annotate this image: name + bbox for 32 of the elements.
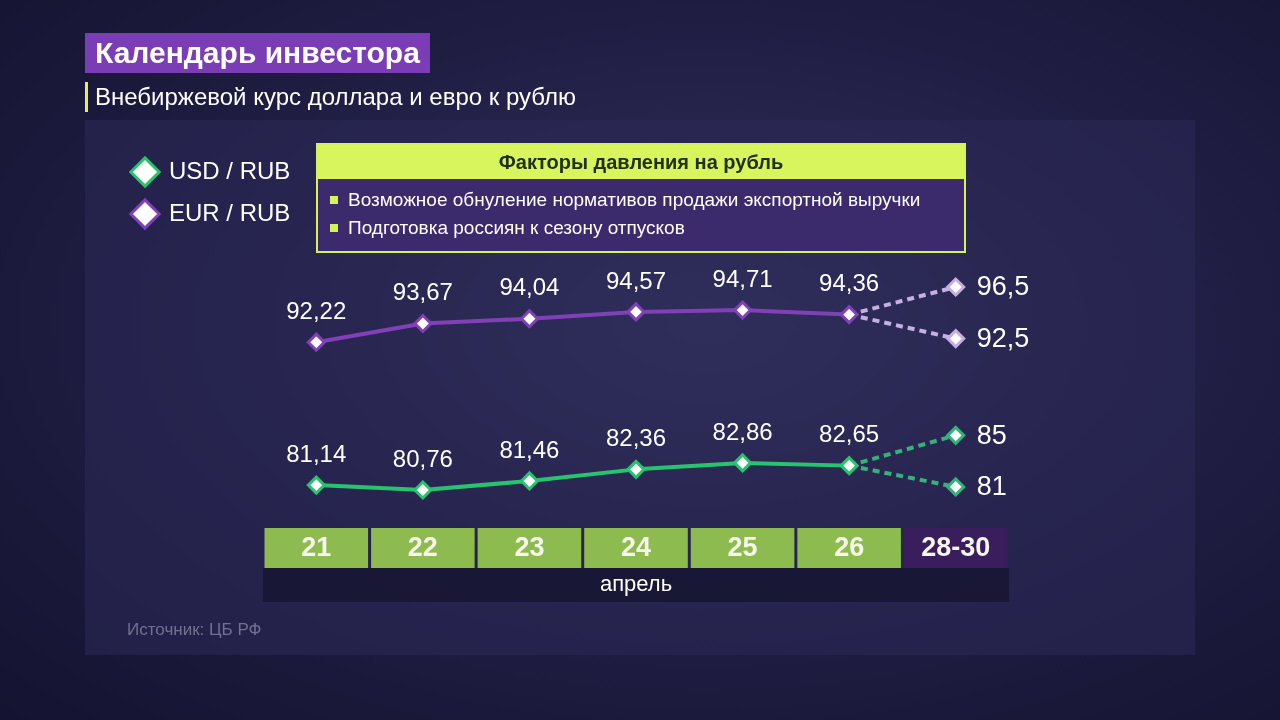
- data-label: 82,86: [712, 417, 773, 445]
- data-label: 94,04: [499, 273, 560, 301]
- text: Возможное обнуление нормативов продажи экспортной выручки: [348, 188, 921, 212]
- data-label: 96,5: [976, 271, 1030, 302]
- x-tick-label: 26: [834, 532, 865, 563]
- x-tick-label: 22: [407, 532, 438, 563]
- data-label: 92,22: [286, 296, 347, 324]
- x-tick-label: 23: [514, 532, 545, 563]
- x-axis-title: апрель: [263, 568, 1009, 602]
- data-label: 92,5: [976, 323, 1030, 354]
- data-label: 80,76: [392, 444, 453, 472]
- data-label: 81,46: [499, 435, 560, 463]
- data-label: 82,65: [819, 420, 880, 448]
- data-label: 82,36: [605, 423, 667, 451]
- data-label: 93,67: [392, 278, 453, 306]
- data-label: 94,71: [712, 264, 773, 292]
- x-tick-label: 28-30: [921, 532, 991, 563]
- data-label: 81: [976, 471, 1007, 502]
- text: Источник: ЦБ РФ: [127, 620, 262, 640]
- legend-label: USD / RUB: [169, 156, 291, 184]
- data-label: 94,36: [819, 269, 880, 297]
- text: Подготовка россиян к сезону отпусков: [348, 216, 685, 240]
- legend-label: EUR / RUB: [169, 198, 291, 226]
- x-tick-label: 25: [727, 532, 758, 563]
- data-label: 81,14: [286, 439, 347, 467]
- x-tick-label: 21: [301, 532, 332, 563]
- data-label: 85: [976, 419, 1007, 450]
- chart-title: Календарь инвестора: [85, 33, 430, 73]
- data-label: 94,57: [605, 266, 667, 294]
- chart-subtitle: Внебиржевой курс доллара и евро к рублю: [85, 82, 576, 112]
- text: Факторы давления на рубль: [318, 145, 964, 179]
- x-tick-label: 24: [620, 532, 652, 563]
